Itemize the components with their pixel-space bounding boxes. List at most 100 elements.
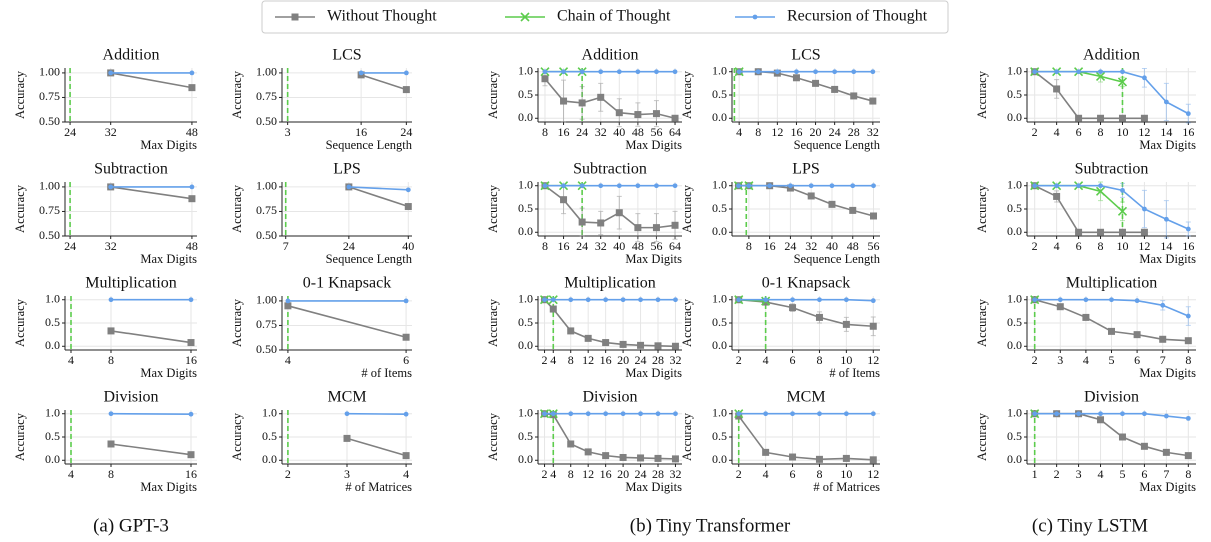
- data-point: [1140, 442, 1148, 450]
- data-point: [736, 69, 742, 75]
- x-tick-label: 8: [1098, 125, 1104, 139]
- series-line: [544, 185, 676, 229]
- x-tick-label: 48: [632, 239, 644, 253]
- chart-title: LCS: [332, 47, 361, 64]
- x-tick-label: 4: [763, 353, 769, 367]
- chart-title: Multiplication: [85, 275, 177, 292]
- data-point: [870, 411, 876, 417]
- x-axis-label: # of Items: [361, 366, 412, 380]
- chart-title: 0-1 Knapsack: [303, 275, 391, 292]
- x-tick-label: 8: [755, 125, 761, 139]
- data-point: [1053, 85, 1061, 93]
- caption: (a) GPT-3: [93, 515, 169, 536]
- chart-title: LCS: [791, 47, 820, 64]
- data-point: [1133, 331, 1141, 339]
- y-tick-label: 0.5: [518, 429, 533, 443]
- x-tick-label: 2: [1032, 125, 1038, 139]
- x-tick-label: 2: [285, 467, 291, 481]
- y-axis-label: Accuracy: [13, 70, 27, 119]
- data-point: [1097, 228, 1105, 236]
- data-point: [788, 183, 793, 189]
- x-tick-label: 2: [542, 467, 548, 481]
- series-line: [110, 72, 193, 89]
- y-tick-label: 0.50: [39, 114, 60, 128]
- x-axis-label: Max Digits: [625, 138, 682, 152]
- data-point: [1082, 313, 1090, 321]
- data-point: [1184, 337, 1192, 345]
- data-point: [828, 200, 836, 208]
- data-point: [637, 454, 645, 462]
- data-point: [619, 453, 627, 461]
- y-axis-label: Accuracy: [13, 298, 27, 347]
- data-point: [1118, 114, 1126, 122]
- x-tick-label: 4: [68, 353, 74, 367]
- data-point: [567, 327, 575, 335]
- data-point: [671, 221, 679, 229]
- data-point: [807, 192, 815, 200]
- x-tick-label: 4: [550, 353, 556, 367]
- data-point: [358, 70, 364, 76]
- data-point: [1120, 411, 1125, 417]
- data-point: [619, 340, 627, 348]
- y-tick-label: 0.5: [712, 201, 727, 215]
- data-point: [346, 184, 352, 190]
- data-point: [832, 69, 838, 75]
- x-tick-label: 2: [1032, 353, 1038, 367]
- x-tick-label: 16: [355, 125, 367, 139]
- data-point: [654, 183, 659, 189]
- x-tick-label: 6: [1141, 467, 1147, 481]
- y-axis-label: Accuracy: [230, 412, 244, 461]
- data-point: [1185, 415, 1191, 421]
- data-point: [578, 218, 586, 226]
- x-axis-label: Max Digits: [140, 480, 197, 494]
- data-point: [188, 297, 194, 303]
- x-tick-label: 48: [632, 125, 644, 139]
- x-tick-label: 12: [867, 467, 879, 481]
- y-tick-label: 1.0: [712, 291, 727, 305]
- y-tick-label: 0.0: [518, 224, 533, 238]
- y-axis-label: Accuracy: [13, 412, 27, 461]
- data-point: [672, 69, 678, 75]
- data-point: [616, 183, 622, 189]
- data-point: [108, 411, 114, 417]
- y-tick-label: 1.0: [1007, 291, 1022, 305]
- x-tick-label: 8: [746, 239, 752, 253]
- y-tick-label: 1.0: [518, 177, 533, 191]
- y-tick-label: 0.0: [1007, 452, 1022, 466]
- data-point: [1162, 448, 1170, 456]
- series-line: [1034, 185, 1145, 234]
- series-line: [738, 415, 874, 461]
- data-point: [1098, 69, 1103, 75]
- x-tick-label: 10: [1116, 125, 1128, 139]
- data-point: [187, 451, 195, 459]
- x-tick-label: 16: [600, 467, 612, 481]
- x-tick-label: 16: [1182, 125, 1194, 139]
- x-tick-label: 8: [542, 239, 548, 253]
- y-tick-label: 1.0: [1007, 63, 1022, 77]
- x-tick-label: 4: [1054, 125, 1060, 139]
- data-point: [541, 75, 549, 83]
- y-tick-label: 0.5: [262, 429, 277, 443]
- y-tick-label: 0.5: [45, 429, 60, 443]
- x-tick-label: 48: [186, 239, 198, 253]
- y-axis-label: Accuracy: [975, 298, 989, 347]
- data-point: [188, 411, 194, 417]
- y-axis-label: Accuracy: [680, 412, 694, 461]
- x-tick-label: 2: [736, 467, 742, 481]
- series-line: [1034, 71, 1145, 120]
- data-point: [1057, 297, 1063, 303]
- x-tick-label: 24: [343, 239, 355, 253]
- x-tick-label: 48: [847, 239, 859, 253]
- x-axis-label: Max Digits: [1139, 138, 1196, 152]
- y-tick-label: 0.50: [256, 114, 277, 128]
- series-line: [346, 437, 407, 457]
- data-point: [869, 322, 877, 330]
- x-tick-label: 4: [736, 125, 742, 139]
- x-tick-label: 8: [108, 467, 114, 481]
- data-point: [790, 411, 795, 417]
- y-tick-label: 0.50: [39, 228, 60, 242]
- data-point: [1056, 303, 1064, 311]
- x-axis-label: # of Matrices: [345, 480, 412, 494]
- data-point: [736, 297, 742, 303]
- data-point: [584, 448, 592, 456]
